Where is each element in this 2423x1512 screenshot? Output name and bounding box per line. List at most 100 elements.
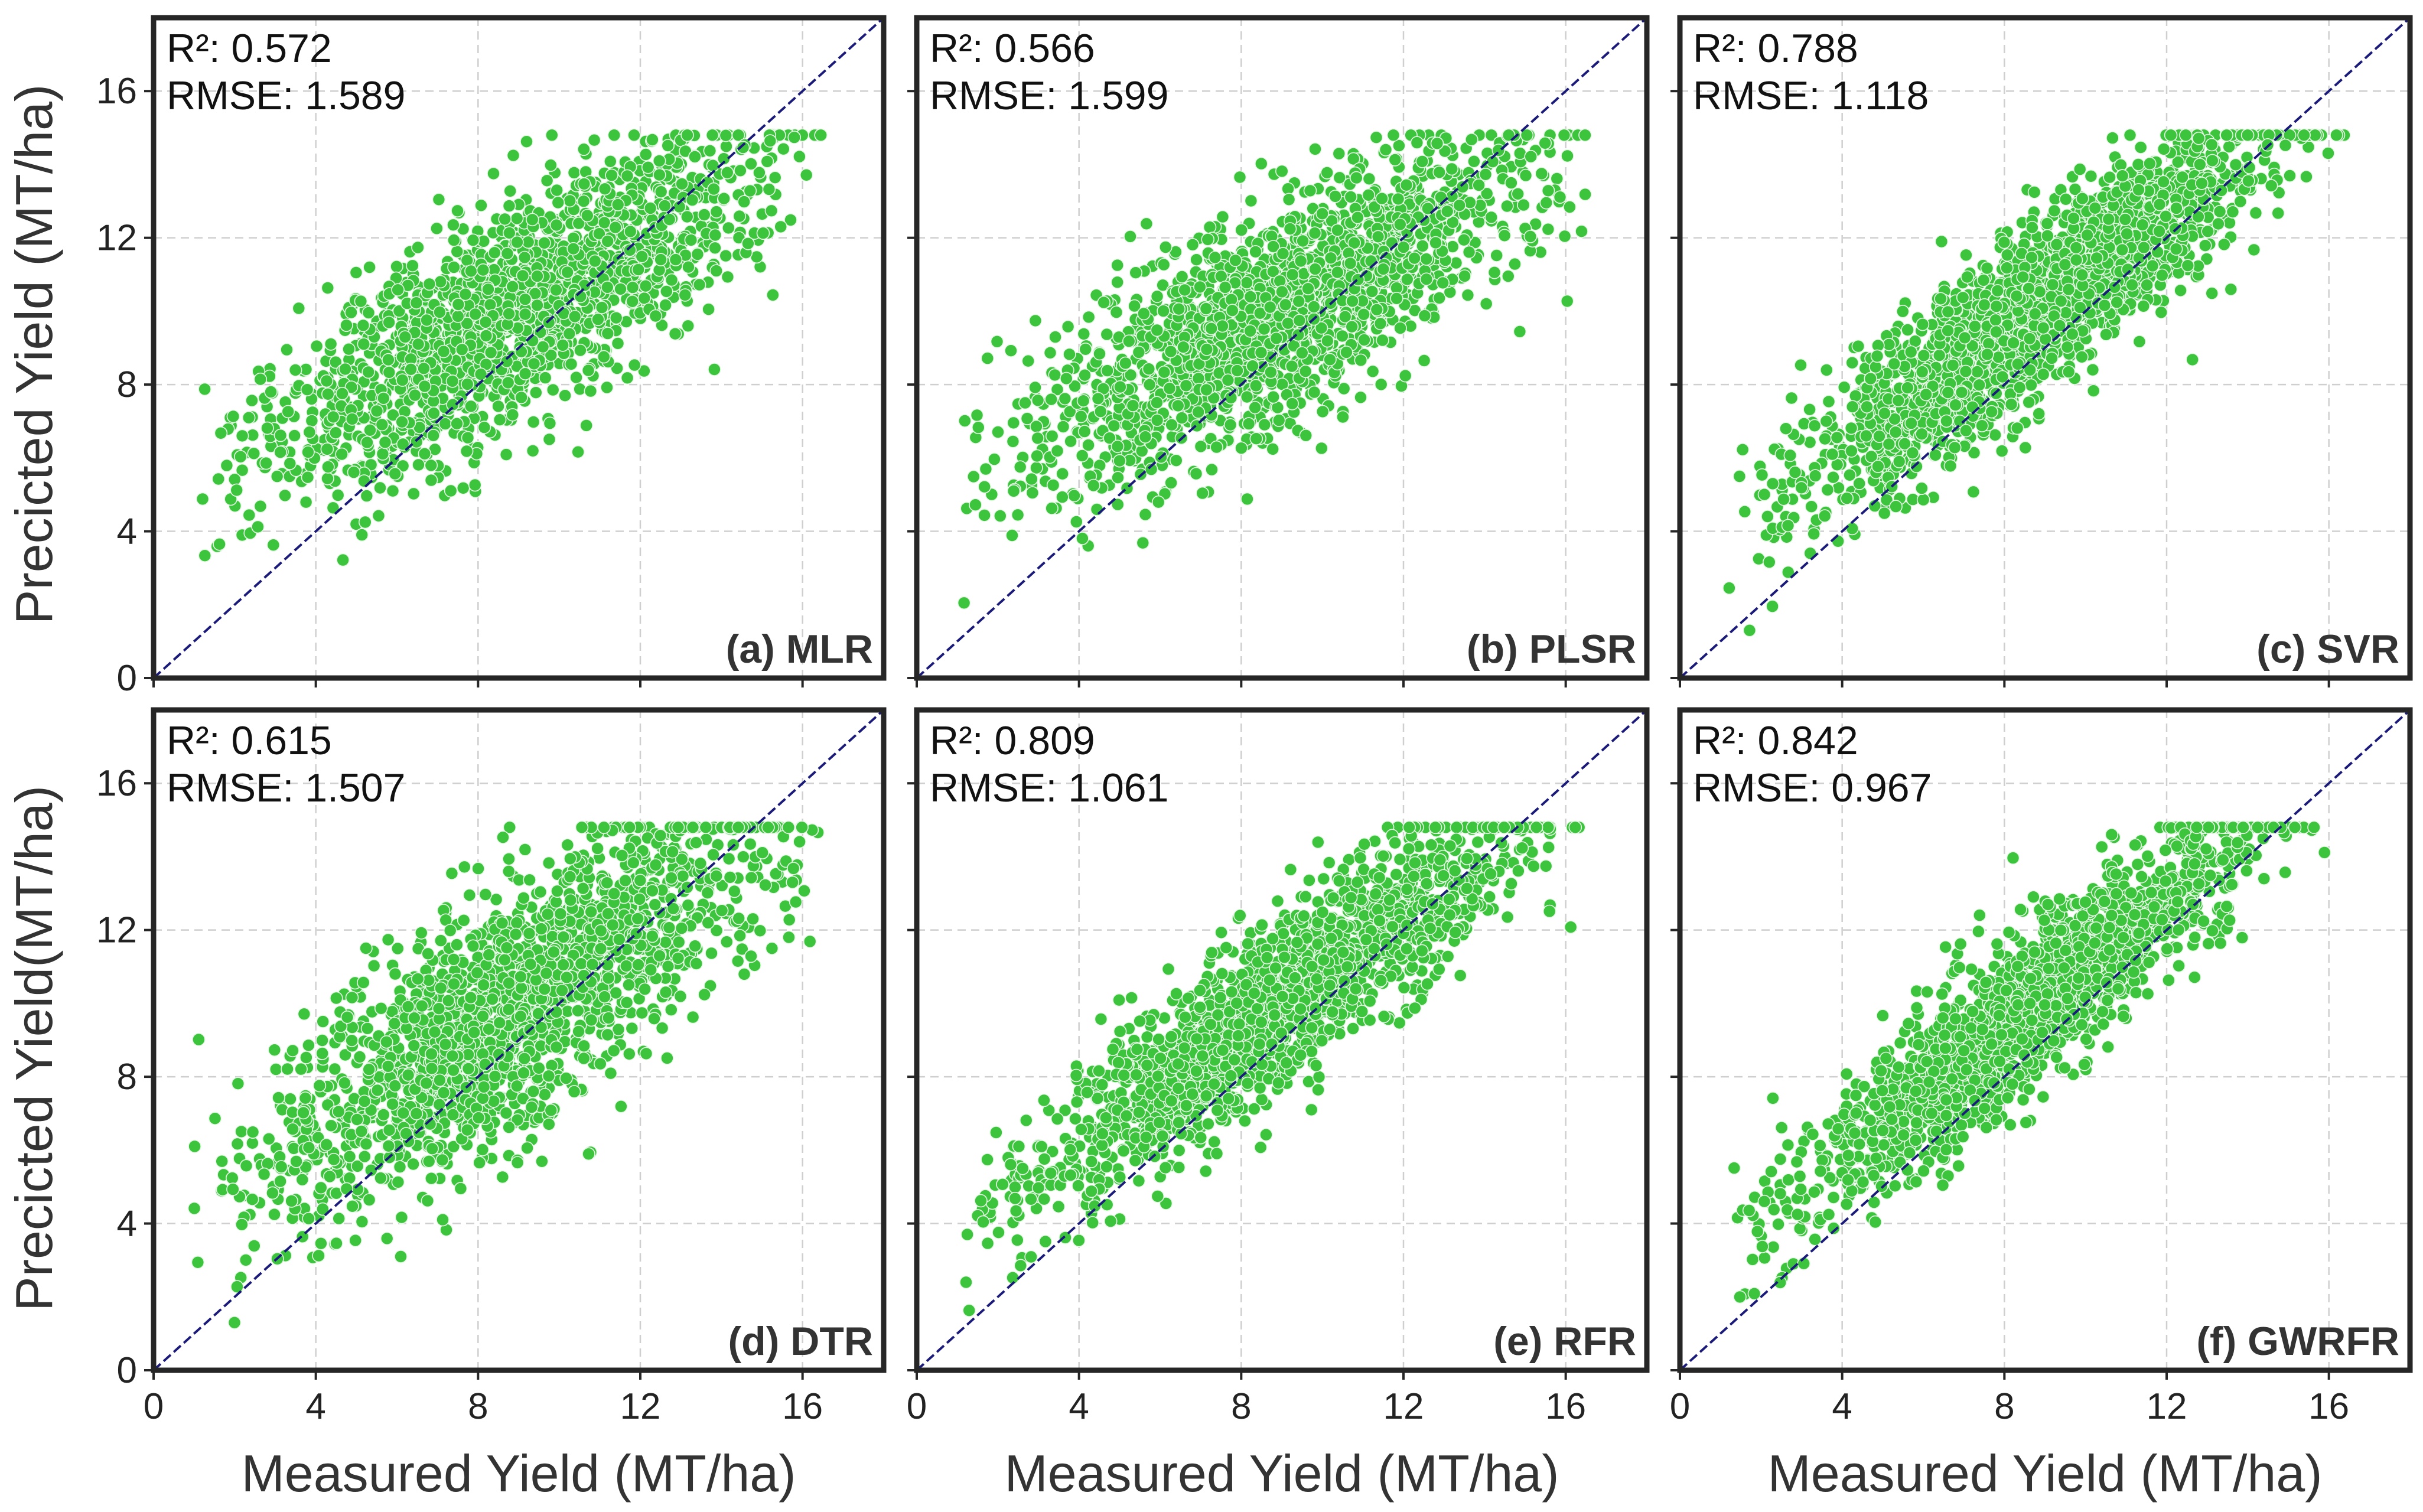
data-point xyxy=(604,154,617,168)
data-point xyxy=(1445,162,1459,176)
data-point xyxy=(1030,449,1044,463)
data-point xyxy=(213,537,226,551)
data-point xyxy=(1044,392,1058,406)
data-point xyxy=(1216,319,1229,333)
data-point xyxy=(1079,342,1092,356)
data-point xyxy=(1820,483,1835,497)
data-point xyxy=(1523,230,1538,243)
data-point xyxy=(1043,346,1057,360)
data-point xyxy=(1074,409,1088,423)
data-point xyxy=(487,167,500,181)
data-point xyxy=(601,327,615,340)
data-point xyxy=(1139,217,1154,231)
data-point xyxy=(242,410,256,425)
data-point xyxy=(563,194,577,208)
data-point xyxy=(1142,362,1156,376)
data-point xyxy=(283,457,297,471)
data-point xyxy=(799,168,813,182)
data-point xyxy=(491,399,505,413)
data-point xyxy=(354,294,368,308)
data-point xyxy=(251,520,265,534)
data-point xyxy=(1307,385,1321,399)
data-point xyxy=(1323,353,1337,367)
data-point xyxy=(1351,210,1364,224)
data-point xyxy=(1561,149,1574,163)
data-point xyxy=(637,291,652,305)
data-point xyxy=(1285,397,1299,410)
data-point xyxy=(1281,316,1295,330)
data-point xyxy=(707,182,721,196)
data-point xyxy=(1199,302,1213,315)
data-point xyxy=(556,307,571,320)
data-point xyxy=(1784,391,1799,405)
data-point xyxy=(1097,295,1110,309)
data-point xyxy=(1249,245,1262,259)
data-point xyxy=(1519,168,1533,183)
data-point xyxy=(1465,133,1478,146)
data-point xyxy=(273,445,288,460)
data-point xyxy=(321,387,335,401)
data-point xyxy=(321,471,334,485)
data-point xyxy=(321,281,335,295)
data-point xyxy=(1266,442,1279,456)
data-point xyxy=(1172,302,1186,316)
data-point xyxy=(706,158,720,172)
data-point xyxy=(1370,302,1384,317)
data-point xyxy=(2224,282,2238,296)
data-point xyxy=(420,313,434,327)
data-point xyxy=(1374,377,1388,392)
data-point xyxy=(395,373,409,387)
data-point xyxy=(2106,131,2119,145)
data-point xyxy=(1557,128,1571,142)
data-point xyxy=(373,481,387,495)
data-point xyxy=(376,392,390,405)
data-point xyxy=(627,128,641,142)
data-point xyxy=(260,421,274,435)
data-point xyxy=(1269,331,1284,346)
data-point xyxy=(1110,275,1124,289)
data-point xyxy=(1235,441,1248,455)
data-point xyxy=(691,247,705,261)
data-point xyxy=(253,372,268,386)
data-point xyxy=(305,414,319,428)
data-point xyxy=(477,421,491,434)
data-point xyxy=(719,129,733,142)
data-point xyxy=(1242,417,1256,431)
data-point xyxy=(1064,434,1077,448)
data-point xyxy=(1111,471,1125,485)
data-point xyxy=(280,343,294,357)
data-point xyxy=(567,166,581,180)
data-point xyxy=(324,337,338,351)
data-point xyxy=(1075,449,1089,462)
x-axis-title-col1: Measured Yield (MT/ha) xyxy=(241,1444,796,1503)
data-point xyxy=(732,209,747,223)
data-point xyxy=(1136,536,1150,550)
data-point xyxy=(2213,204,2227,219)
data-point xyxy=(1248,400,1262,415)
data-point xyxy=(2186,353,2199,367)
data-point xyxy=(301,445,315,459)
data-point xyxy=(1159,240,1173,254)
data-point xyxy=(378,435,392,449)
data-point xyxy=(549,218,564,232)
data-point xyxy=(784,213,797,227)
data-point xyxy=(226,409,240,423)
data-point xyxy=(1078,368,1092,382)
data-point xyxy=(990,334,1004,348)
data-point xyxy=(588,254,602,268)
data-point xyxy=(1461,288,1475,302)
data-point xyxy=(1538,136,1552,150)
data-point xyxy=(1090,503,1104,516)
data-point xyxy=(1094,405,1108,419)
data-point xyxy=(1264,365,1278,379)
data-point xyxy=(598,182,612,196)
data-point xyxy=(703,144,717,158)
data-point xyxy=(1415,155,1429,168)
data-point xyxy=(1157,365,1171,379)
data-point xyxy=(1843,468,1857,482)
data-point xyxy=(1076,394,1090,408)
data-point xyxy=(1343,256,1357,271)
data-point xyxy=(1328,190,1342,203)
